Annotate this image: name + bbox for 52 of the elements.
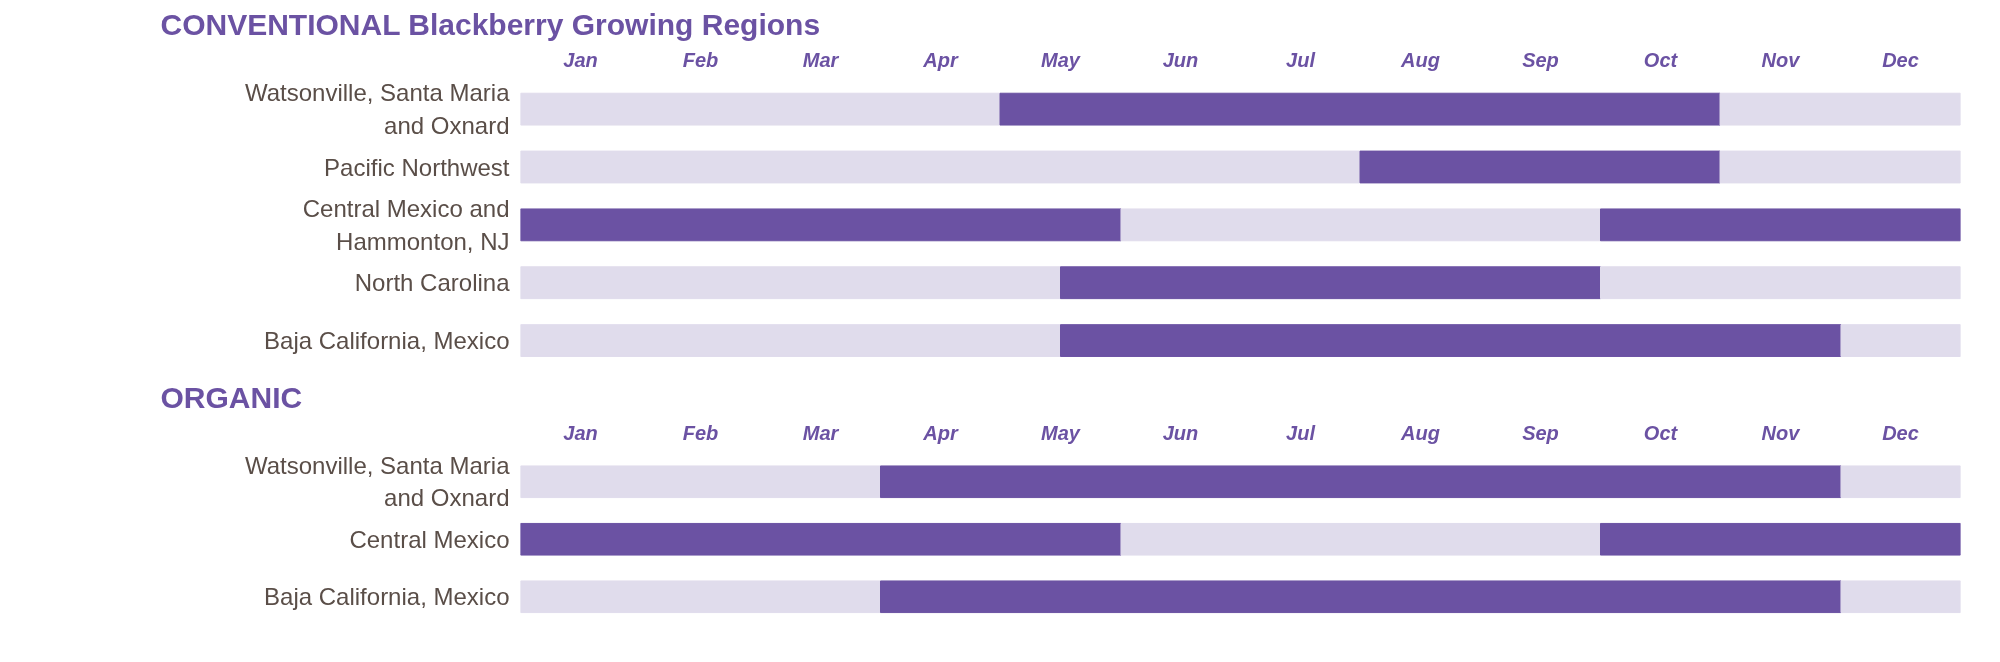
- bar: [1600, 266, 1961, 300]
- bar: [520, 266, 1061, 300]
- bar: [1359, 150, 1721, 184]
- bar: [1840, 465, 1961, 499]
- text: ORGANIC: [160, 380, 303, 414]
- y-tick-label: Baja California, Mexico: [264, 583, 510, 611]
- bar: [520, 92, 1001, 126]
- text: Feb: [682, 421, 719, 444]
- text: Mar: [802, 48, 840, 71]
- text: May: [1041, 48, 1081, 71]
- bar: [1719, 150, 1961, 184]
- text: Jul: [1286, 48, 1316, 71]
- text: Apr: [922, 421, 959, 444]
- y-tick-label: Watsonville, Santa Maria and Oxnard: [244, 79, 511, 139]
- bar: [520, 150, 1361, 184]
- y-tick-label: Baja California, Mexico: [264, 327, 510, 355]
- y-tick-label: Pacific Northwest: [324, 153, 510, 181]
- bar: [520, 324, 1061, 357]
- text: Jun: [1162, 48, 1199, 71]
- chart-title: CONVENTIONAL Blackberry Growing Regions: [160, 7, 821, 41]
- text: Jan: [563, 48, 598, 71]
- text: Jun: [1162, 421, 1199, 444]
- text: Jan: [563, 421, 598, 444]
- bar: [1719, 92, 1961, 126]
- bar: [880, 580, 1842, 614]
- text: Aug: [1400, 421, 1440, 444]
- text: Dec: [1882, 48, 1919, 71]
- text: Oct: [1643, 48, 1679, 71]
- text: Dec: [1882, 421, 1919, 444]
- y-tick-label: Watsonville, Santa Maria and Oxnard: [244, 452, 511, 512]
- text: Sep: [1522, 48, 1559, 71]
- bar: [520, 465, 881, 499]
- text: Aug: [1400, 48, 1440, 71]
- bar: [1060, 324, 1842, 357]
- bar: [1840, 324, 1961, 357]
- text: May: [1041, 421, 1081, 444]
- text: Mar: [802, 421, 840, 444]
- bar: [1060, 266, 1601, 300]
- text: Nov: [1761, 421, 1802, 444]
- text: Oct: [1643, 421, 1679, 444]
- text: Sep: [1522, 421, 1559, 444]
- bar: [1840, 580, 1961, 614]
- y-tick-label: North Carolina: [354, 269, 511, 297]
- bar: [880, 465, 1842, 499]
- y-tick-label: Central Mexico and Hammonton, NJ: [302, 195, 510, 255]
- bar: [999, 92, 1721, 126]
- text: Feb: [682, 48, 719, 71]
- bar: [520, 580, 881, 614]
- text: Apr: [922, 48, 959, 71]
- text: Nov: [1761, 48, 1802, 71]
- text: Jul: [1286, 421, 1316, 444]
- y-tick-label: Central Mexico: [349, 525, 510, 553]
